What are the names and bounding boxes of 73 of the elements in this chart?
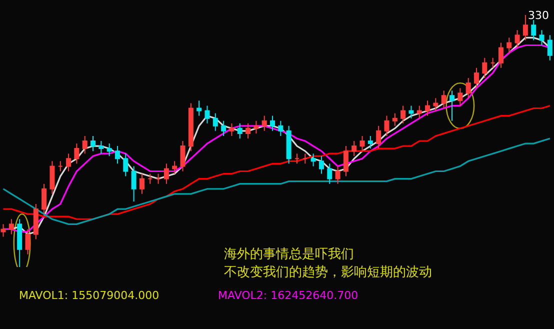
candlestick <box>74 143 80 164</box>
candlestick <box>180 140 186 172</box>
candlestick <box>343 146 348 177</box>
candlestick <box>498 42 504 68</box>
candlestick <box>474 67 479 89</box>
candlestick <box>416 105 422 119</box>
candlestick <box>441 90 446 109</box>
candlestick <box>123 153 128 177</box>
candlestick <box>114 146 120 164</box>
candlestick <box>172 160 178 174</box>
candlestick <box>352 140 357 157</box>
candlestick <box>376 125 382 150</box>
candlestick <box>327 163 332 184</box>
candlestick <box>547 34 552 61</box>
candlestick <box>246 122 251 139</box>
candlestick <box>106 143 112 157</box>
candlestick <box>262 115 267 132</box>
candlestick <box>90 135 96 152</box>
candlestick <box>360 135 365 152</box>
candlestick <box>270 115 276 132</box>
candlestick <box>0 224 6 238</box>
candlestick <box>458 88 463 106</box>
candlestick <box>25 228 30 255</box>
candlestick <box>164 163 169 184</box>
candlestick <box>50 160 55 194</box>
candlestick <box>286 125 292 164</box>
candlestick <box>318 156 324 174</box>
candlestick <box>433 98 438 112</box>
candlestick <box>514 30 520 48</box>
candlestick <box>408 105 414 119</box>
candlestick <box>310 153 316 167</box>
candlestick <box>131 166 136 202</box>
candlestick <box>33 204 38 240</box>
candlestick <box>531 20 536 41</box>
annotation: 330 <box>528 9 549 22</box>
candlestick <box>392 112 398 126</box>
candlestick <box>66 153 72 172</box>
candlestick <box>522 15 528 41</box>
candlestick <box>425 100 430 116</box>
candlestick <box>17 218 22 267</box>
candlestick <box>400 105 406 124</box>
annotation: 不改变我们的趋势，影响短期的波动 <box>224 265 432 280</box>
text: MAVOL2: 162452640.700 <box>218 289 358 302</box>
candlestick <box>148 173 153 184</box>
candlestick <box>8 218 14 235</box>
candlestick <box>368 135 373 150</box>
candlestick <box>229 122 234 136</box>
candlestick <box>294 153 300 164</box>
candlestick <box>98 140 104 154</box>
candlestick <box>58 160 63 172</box>
candlestick <box>188 102 194 152</box>
candlestick <box>539 30 544 46</box>
candlestick <box>42 183 47 215</box>
candlestick <box>506 37 512 54</box>
candlestick <box>490 57 496 68</box>
candlestick <box>482 57 488 78</box>
candlestick <box>466 78 471 99</box>
candlestick <box>204 105 210 124</box>
candlestick <box>196 100 202 116</box>
candlestick <box>139 173 144 194</box>
candlestick <box>278 120 284 136</box>
candlestick <box>82 135 88 154</box>
candlestick <box>384 115 390 136</box>
candlestick <box>221 120 226 136</box>
candlestick <box>450 90 455 122</box>
candlestick <box>254 120 259 134</box>
candlestick <box>156 173 161 184</box>
candlestick <box>302 153 308 164</box>
candlestick <box>212 112 218 132</box>
text: MAVOL1: 155079004.000 <box>19 289 160 302</box>
candlestick <box>237 122 242 139</box>
annotation: 海外的事情总是吓我们 <box>224 247 354 262</box>
candlestick <box>335 166 340 184</box>
